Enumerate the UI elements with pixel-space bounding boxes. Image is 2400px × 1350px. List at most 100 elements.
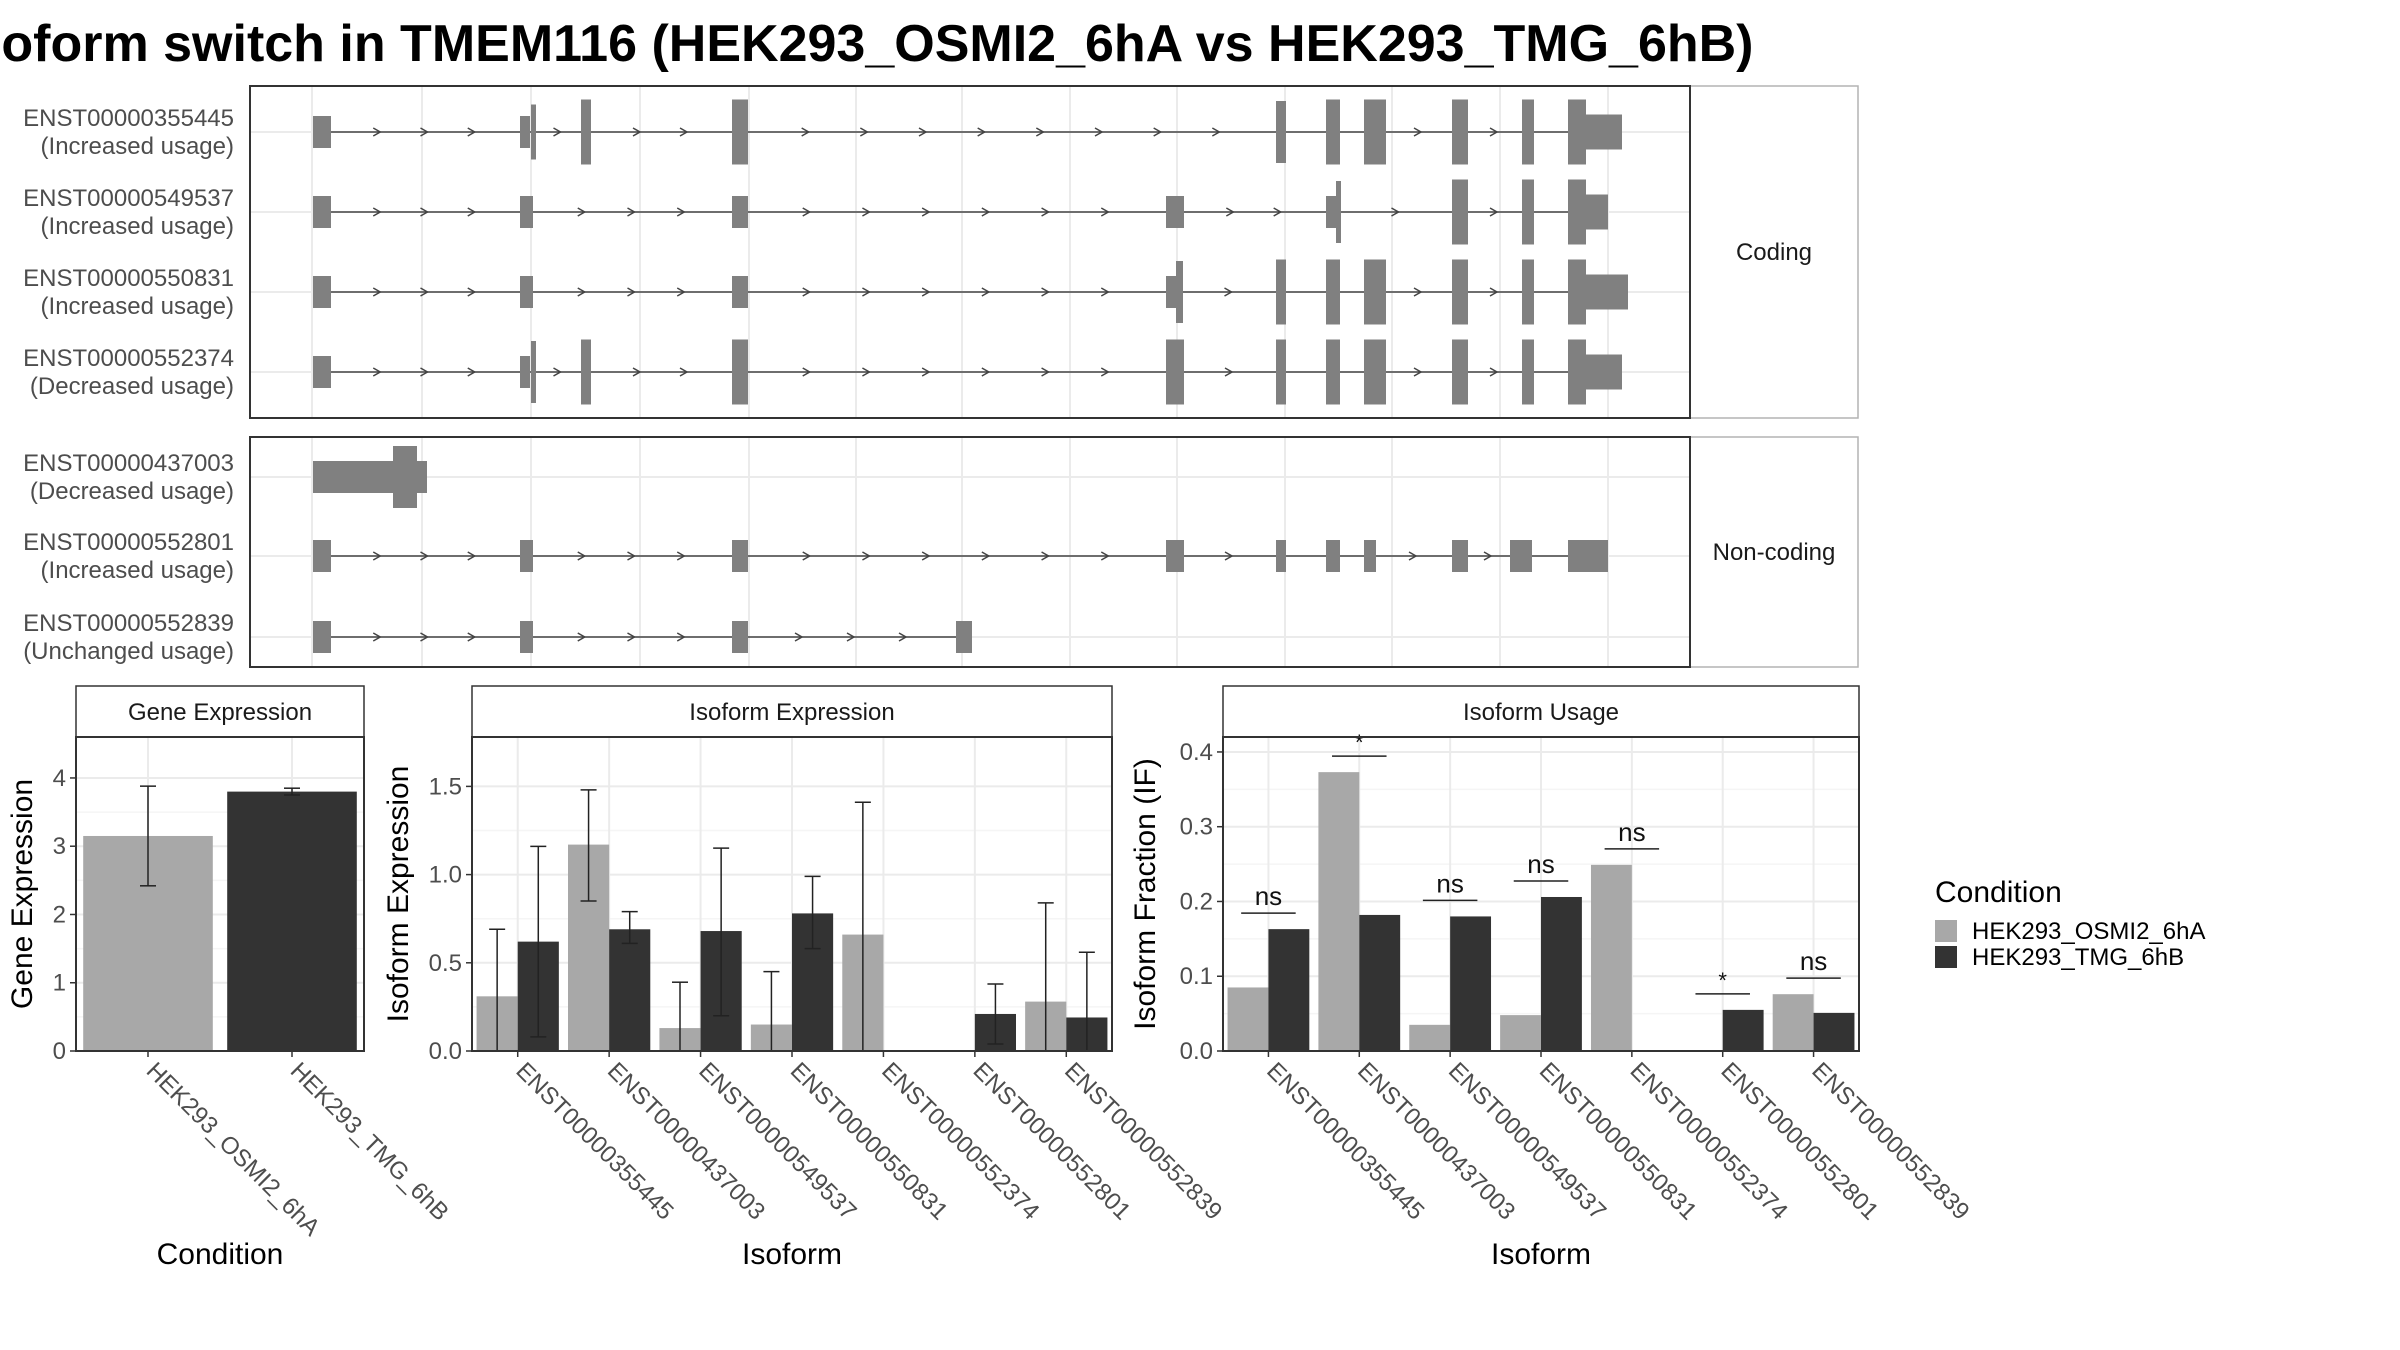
x-axis-title: Isoform [1491,1238,1591,1271]
transcript-row: ENST00000355445(Increased usage) [23,99,1622,165]
exon-block [1510,540,1532,572]
exon-block [1364,339,1386,405]
intron-arrow [577,632,587,642]
panel-strip-label: Isoform Expression [689,699,894,726]
intron-arrow [1489,207,1499,217]
exon-block [1326,259,1340,325]
exon-block [520,196,533,228]
exon-block [732,196,748,228]
x-axis-title: Condition [157,1238,284,1271]
exon-block [1522,179,1534,245]
intron-arrow [627,551,637,561]
intron-arrow [467,287,477,297]
intron-arrow [577,551,587,561]
intron-arrow [1041,207,1051,217]
transcript-id-label: ENST00000552839 [23,610,234,637]
intron-arrow [420,127,430,137]
exon-block [1166,540,1184,572]
x-tick-label: ENST00000549537 [1443,1057,1611,1225]
intron-arrow [372,287,382,297]
intron-arrow [802,551,812,561]
x-tick-label: ENST00000552801 [968,1057,1136,1225]
intron-arrow [1225,207,1235,217]
transcript-usage-label: (Increased usage) [41,133,234,160]
exon-block [1568,540,1608,572]
y-axis-title: Isoform Fraction (IF) [1129,758,1162,1030]
exon-block [1586,274,1628,310]
transcript-row: ENST00000552801(Increased usage) [23,529,1608,584]
y-tick-label: 0 [53,1038,66,1065]
transcript-id-label: ENST00000437003 [23,450,234,477]
legend-item-label: HEK293_OSMI2_6hA [1972,918,2205,945]
bar [1450,916,1492,1051]
significance-label: ns [1436,868,1463,898]
exon-block [1586,194,1608,230]
intron-arrow [1224,551,1234,561]
intron-arrow [372,551,382,561]
exon-block [1276,339,1286,405]
intron-arrow [1489,287,1499,297]
intron-arrow [627,207,637,217]
exon-block [1568,339,1586,405]
legend-title: Condition [1935,876,2062,909]
intron-arrow [1273,207,1283,217]
intron-arrow [802,287,812,297]
exon-block [1326,196,1336,228]
intron-arrow [676,207,686,217]
y-axis-title: Gene Expression [6,779,39,1009]
x-tick-label: ENST00000355445 [511,1057,679,1225]
exon-block [1522,339,1534,405]
intron-arrow [802,367,812,377]
exon-block [520,356,530,388]
intron-arrow [632,127,642,137]
bar [1318,772,1360,1051]
title-clip: Isoform switch in TMEM116 (HEK293_OSMI2_… [0,0,1870,80]
intron-arrow [467,551,477,561]
exon-block [313,116,331,148]
intron-arrow [553,127,563,137]
intron-arrow [372,127,382,137]
intron-arrow [1211,127,1221,137]
exon-block [1586,354,1622,390]
bar [1772,994,1814,1051]
intron-arrow [1224,287,1234,297]
exon-block [732,339,748,405]
exon-block [1364,540,1376,572]
transcript-id-label: ENST00000552801 [23,529,234,556]
transcript-usage-label: (Increased usage) [41,213,234,240]
intron-arrow [801,127,811,137]
bar [1541,896,1582,1051]
exon-block [313,196,331,228]
exon-block [520,116,530,148]
intron-arrow [1391,207,1401,217]
intron-arrow [676,632,686,642]
exon-block [1276,540,1286,572]
exon-block [313,540,331,572]
panel-strip [1689,85,1859,419]
y-tick-label: 0.5 [429,950,462,977]
x-tick-label: ENST00000437003 [1352,1057,1520,1225]
exon-block [1568,179,1586,245]
transcript-usage-label: (Decreased usage) [30,478,234,505]
panel-strip [1689,436,1859,668]
transcript-usage-label: (Decreased usage) [30,373,234,400]
intron-arrow [627,632,637,642]
exon-block [313,461,393,493]
intron-arrow [859,127,869,137]
legend-swatch [1935,920,1957,942]
exon-block [732,540,748,572]
exon-block [732,621,748,653]
bar [1500,1015,1541,1051]
transcript-panel-non-coding: Non-coding ENST00000437003(Decreased usag… [23,436,1859,668]
y-tick-label: 3 [53,833,66,860]
exon-block [581,339,591,405]
intron-arrow [1100,367,1110,377]
panel-strip-label: Gene Expression [128,699,312,726]
intron-arrow [1041,287,1051,297]
y-tick-label: 0.1 [1180,963,1213,990]
x-tick-label: ENST00000552801 [1716,1057,1884,1225]
exon-block [1522,99,1534,165]
exon-block [1452,179,1468,245]
